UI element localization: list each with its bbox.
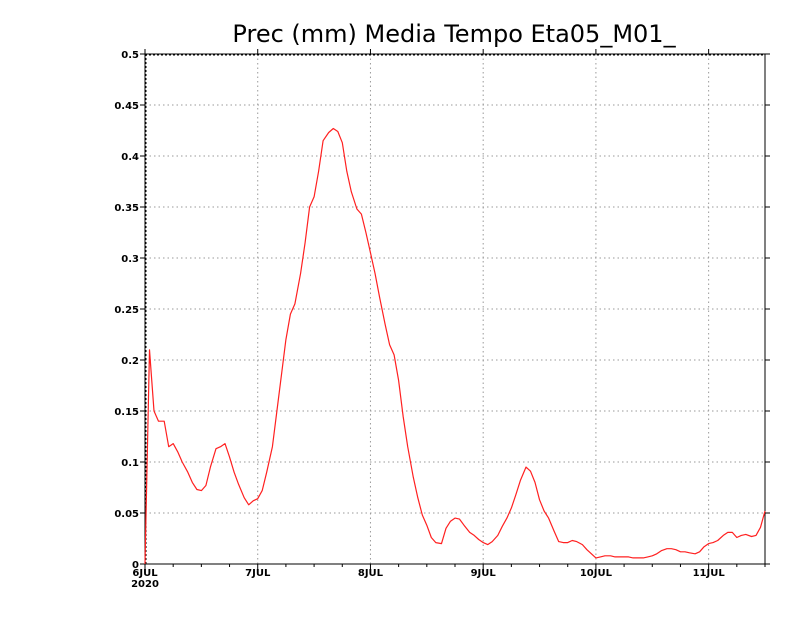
- y-tick-label: 0: [132, 560, 139, 571]
- y-tick-label: 0.1: [121, 458, 139, 469]
- y-tick-label: 0.35: [114, 203, 139, 214]
- y-tick-label: 0.05: [114, 509, 139, 520]
- y-tick-label: 0.15: [114, 407, 139, 418]
- y-tick-label: 0.4: [121, 152, 139, 163]
- x-tick-label: 7JUL: [245, 568, 271, 579]
- y-tick-label: 0.25: [114, 305, 139, 316]
- y-tick-label: 0.2: [121, 356, 139, 367]
- y-tick-label: 0.45: [114, 101, 139, 112]
- x-tick-year-label: 2020: [131, 579, 159, 590]
- chart-title: Prec (mm) Media Tempo Eta05_M01_: [232, 20, 676, 48]
- x-tick-label: 8JUL: [358, 568, 384, 579]
- y-tick-label: 0.5: [121, 50, 139, 61]
- y-tick-label: 0.3: [121, 254, 139, 265]
- series-line: [144, 127, 766, 565]
- x-axis-ticks: 6JUL 7JUL 8JUL 9JUL 10JUL 11JUL 2020: [131, 49, 766, 590]
- x-tick-label: 9JUL: [471, 568, 497, 579]
- x-tick-label: 6JUL: [132, 568, 158, 579]
- x-tick-label: 11JUL: [693, 568, 726, 579]
- y-axis-ticks: 0 0.05 0.1 0.15 0.2 0.25 0.3 0.35 0.4 0.45 0.5: [114, 50, 770, 571]
- grid: [145, 54, 765, 564]
- x-tick-label: 10JUL: [580, 568, 613, 579]
- series-layer: [144, 127, 766, 565]
